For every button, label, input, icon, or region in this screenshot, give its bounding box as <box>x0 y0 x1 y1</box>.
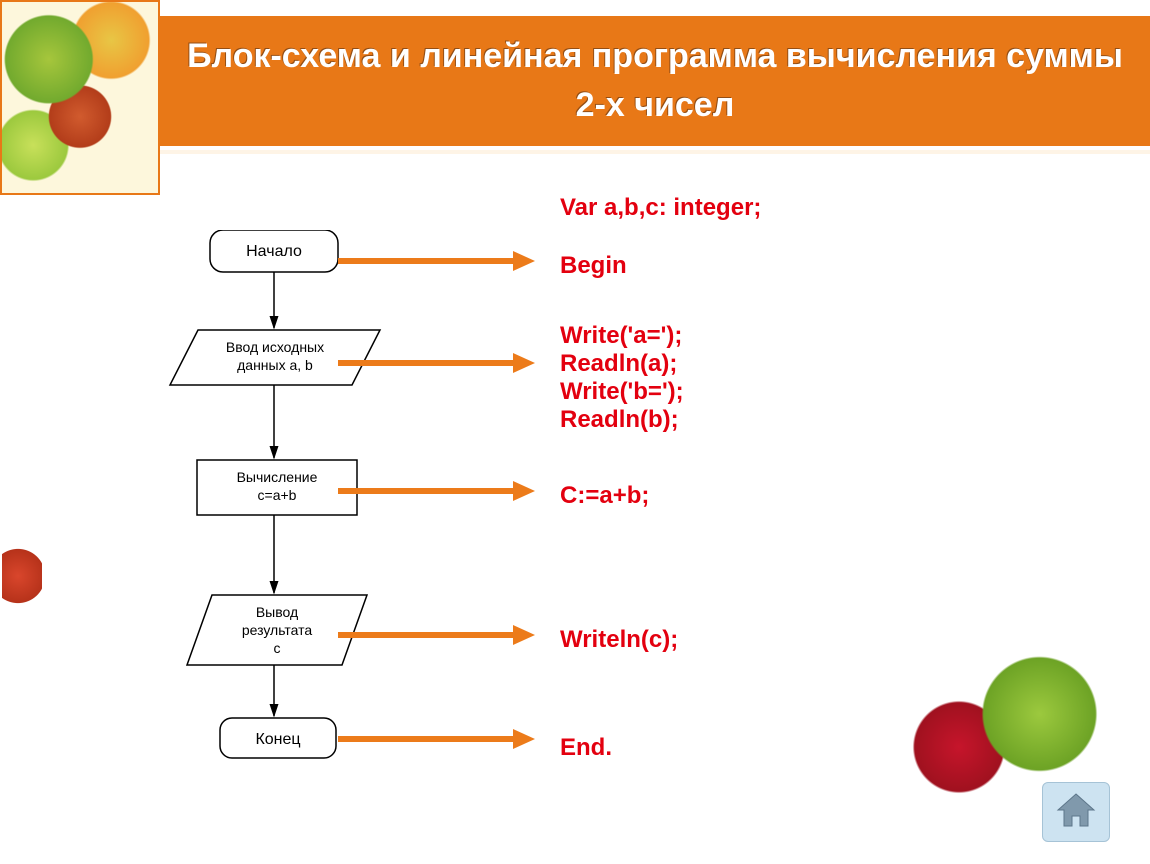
code-write-b: Write('b='); <box>560 378 684 406</box>
code-write-a: Write('a='); <box>560 322 682 350</box>
code-assign: C:=a+b; <box>560 482 649 510</box>
arrow-to-end <box>335 726 540 752</box>
flowchart-node-process-line2: c=a+b <box>258 487 297 503</box>
flowchart-node-input-line2: данных a, b <box>237 357 313 373</box>
flowchart-node-process-line1: Вычисление <box>237 469 318 485</box>
flowchart-node-end-label: Конец <box>255 731 300 748</box>
code-readln-a: Readln(a); <box>560 350 677 378</box>
home-icon <box>1054 790 1098 835</box>
decorative-leaves-top-left <box>0 0 160 195</box>
code-end: End. <box>560 734 612 762</box>
code-column: Var a,b,c: integer; Begin Write('a='); R… <box>560 194 1040 814</box>
flowchart-node-output-line2: результата <box>242 622 313 638</box>
arrow-to-begin <box>335 248 540 274</box>
decorative-leaves-bottom-left <box>2 528 42 624</box>
code-var-decl: Var a,b,c: integer; <box>560 194 761 222</box>
arrow-to-assign <box>335 478 540 504</box>
code-begin: Begin <box>560 252 627 280</box>
arrow-to-input <box>335 350 540 376</box>
flowchart-node-output-line3: c <box>274 640 281 656</box>
home-button[interactable] <box>1042 782 1110 842</box>
title-bar: Блок-схема и линейная программа вычислен… <box>160 16 1150 146</box>
title-underline <box>160 150 1150 154</box>
flowchart-node-input-line1: Ввод исходных <box>226 339 324 355</box>
flowchart-node-output-line1: Вывод <box>256 604 298 620</box>
code-writeln: Writeln(c); <box>560 626 678 654</box>
arrow-to-writeln <box>335 622 540 648</box>
flowchart-node-start-label: Начало <box>246 243 302 260</box>
page-title: Блок-схема и линейная программа вычислен… <box>160 32 1150 131</box>
code-readln-b: Readln(b); <box>560 406 679 434</box>
